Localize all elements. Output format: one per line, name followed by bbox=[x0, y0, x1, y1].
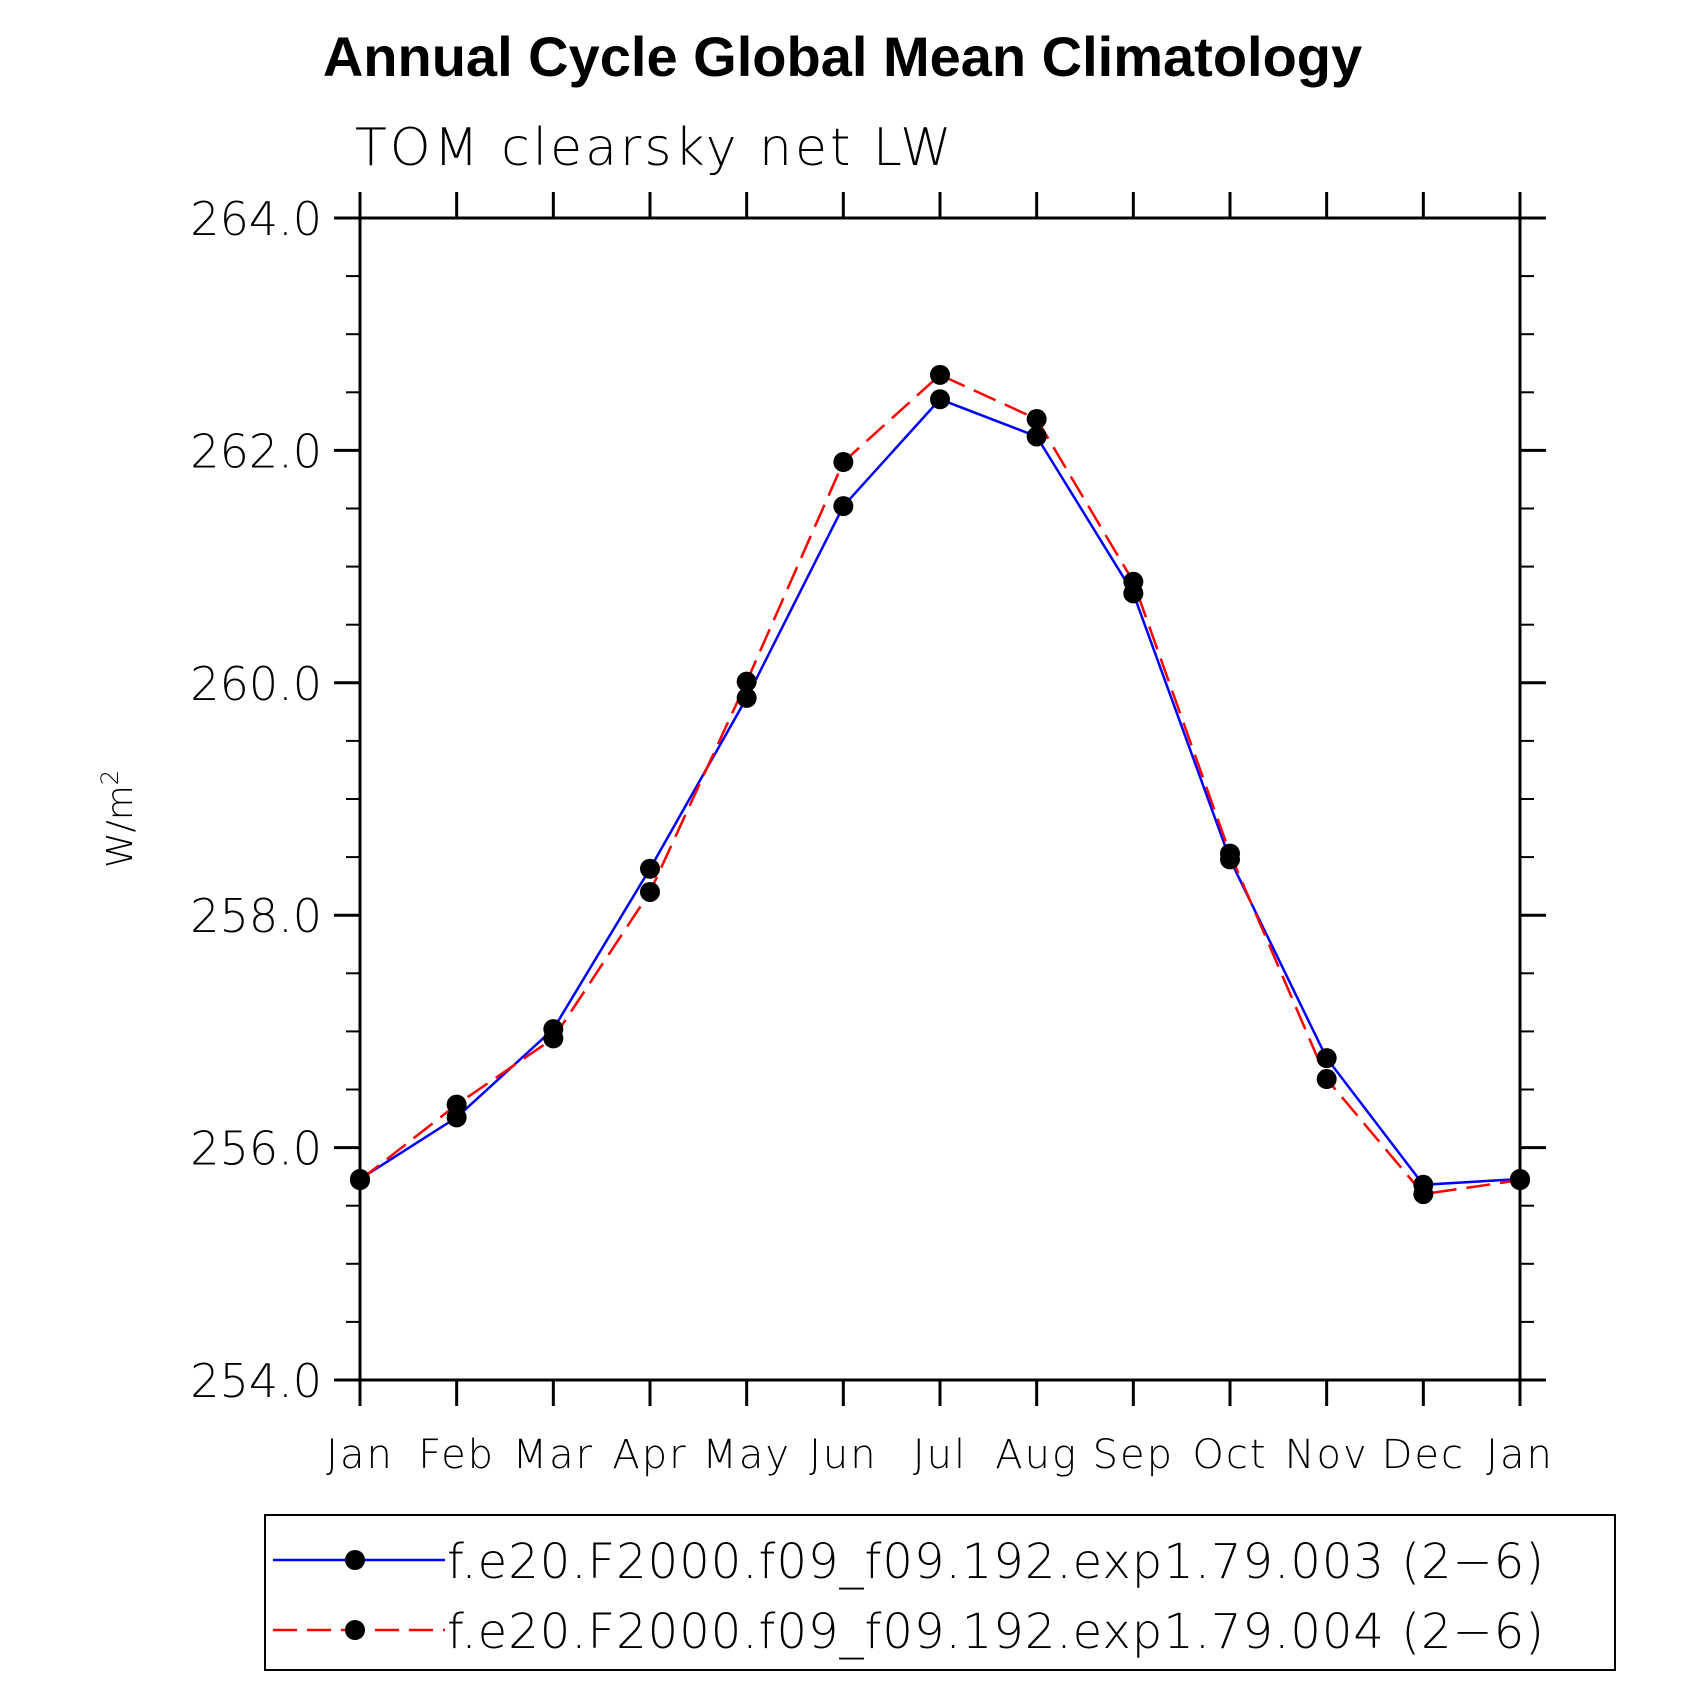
chart-subtitle: TOM clearsky net LW bbox=[355, 118, 955, 178]
x-tick-label: Dec bbox=[1382, 1432, 1465, 1478]
legend-label-2: f.e20.F2000.f09_f09.192.exp1.79.004 (2−6… bbox=[447, 1604, 1545, 1660]
series-1-point bbox=[640, 858, 660, 879]
legend-marker-2 bbox=[345, 1620, 365, 1640]
y-tick-label: 258.0 bbox=[190, 889, 322, 943]
series-2-point bbox=[350, 1170, 370, 1191]
x-tick-label: Oct bbox=[1192, 1432, 1267, 1478]
series-2-point bbox=[446, 1094, 467, 1115]
x-tick-label: Jun bbox=[809, 1432, 878, 1478]
x-tick-label: Jul bbox=[913, 1432, 967, 1478]
x-tick-label: Feb bbox=[418, 1432, 495, 1478]
series-2-point bbox=[736, 671, 757, 692]
y-axis-label: W/m2 bbox=[96, 770, 141, 868]
y-axis-label-base: W/m bbox=[100, 785, 141, 868]
series-line-2 bbox=[359, 373, 1521, 1196]
series-2-point bbox=[930, 364, 950, 385]
x-tick-label: Aug bbox=[995, 1432, 1078, 1478]
x-tick-label: Jan bbox=[1486, 1432, 1554, 1478]
x-tick-label: Nov bbox=[1285, 1432, 1369, 1478]
legend-label-1: f.e20.F2000.f09_f09.192.exp1.79.003 (2−6… bbox=[447, 1534, 1545, 1590]
series-2-point bbox=[1123, 571, 1144, 592]
series-2-point bbox=[1510, 1170, 1530, 1191]
series-line-1 bbox=[359, 397, 1521, 1187]
x-tick-label: Sep bbox=[1093, 1432, 1174, 1478]
x-tick-label: Apr bbox=[612, 1432, 687, 1478]
x-tick-label: Mar bbox=[513, 1432, 594, 1478]
series-1-point bbox=[736, 687, 757, 708]
y-tick-label: 262.0 bbox=[190, 424, 322, 478]
x-tick-label: May bbox=[702, 1432, 791, 1478]
series-2-point bbox=[543, 1028, 564, 1049]
series-1-point bbox=[1026, 426, 1047, 447]
series-2-point bbox=[833, 452, 854, 473]
y-tick-label: 260.0 bbox=[190, 657, 322, 711]
series-2-point bbox=[1316, 1069, 1337, 1090]
series-1-point bbox=[833, 496, 854, 517]
legend-box bbox=[264, 1514, 1616, 1671]
series-2-point bbox=[1220, 843, 1240, 864]
x-tick-label: Jan bbox=[326, 1432, 394, 1478]
series-1-point bbox=[1316, 1048, 1337, 1069]
series-2-point bbox=[1413, 1184, 1434, 1205]
series-1-point bbox=[930, 389, 950, 410]
y-axis-label-superscript: 2 bbox=[96, 770, 124, 785]
series-2-point bbox=[1026, 409, 1047, 430]
chart-title: Annual Cycle Global Mean Climatology bbox=[322, 25, 1363, 88]
series-2-point bbox=[640, 881, 660, 902]
legend-marker-1 bbox=[345, 1550, 365, 1570]
y-tick-label: 256.0 bbox=[190, 1122, 322, 1176]
y-tick-label: 254.0 bbox=[190, 1354, 322, 1408]
y-tick-label: 264.0 bbox=[190, 192, 322, 246]
